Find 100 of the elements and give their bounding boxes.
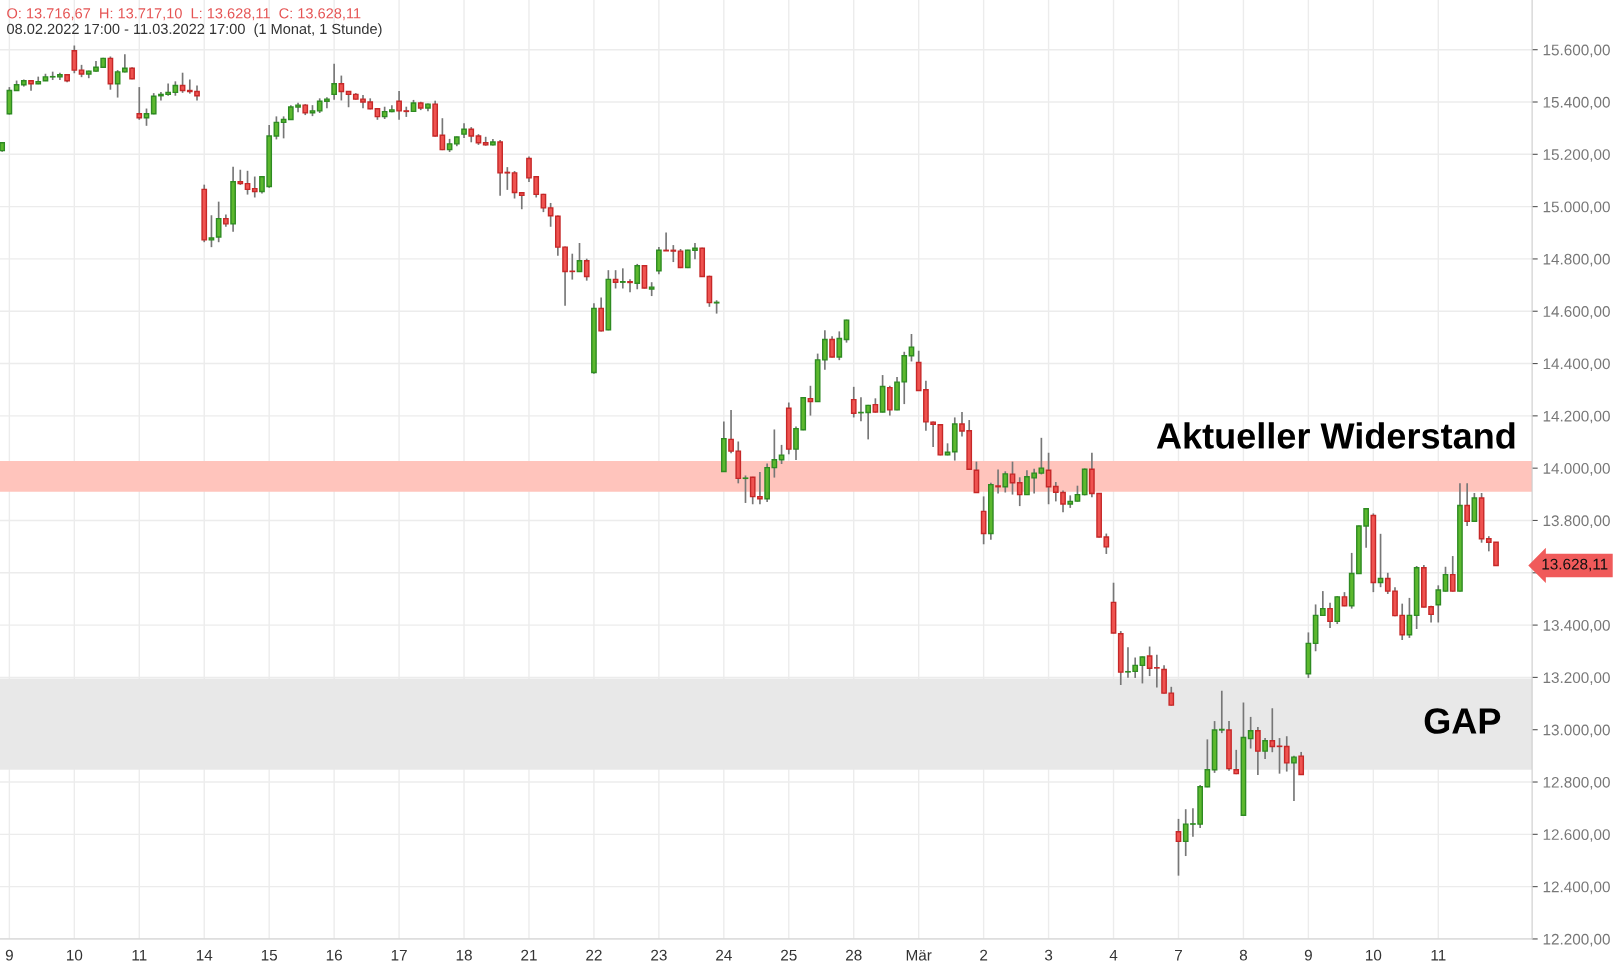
- candlestick: [886, 384, 893, 417]
- x-tick-label: 28: [846, 949, 862, 961]
- candlestick: [1319, 590, 1326, 617]
- y-tick-label: 12.200,00: [1543, 933, 1610, 947]
- candlestick: [71, 44, 78, 75]
- y-tick-label: 13.200,00: [1543, 672, 1610, 685]
- candlestick: [280, 115, 287, 140]
- x-tick-label: 2: [980, 949, 988, 961]
- candlestick: [1449, 555, 1456, 593]
- x-tick-label: 8: [1239, 949, 1248, 961]
- y-tick-label: 14.200,00: [1543, 410, 1610, 424]
- candlestick: [518, 191, 525, 211]
- candlestick: [1146, 645, 1153, 677]
- x-tick-label: 4: [1109, 949, 1118, 961]
- candlestick: [627, 278, 633, 293]
- candlestick: [1153, 653, 1160, 689]
- text: 13.628,11: [1542, 558, 1608, 572]
- candlestick: [850, 385, 857, 419]
- candlestick: [576, 242, 583, 273]
- candlestick: [1247, 716, 1254, 750]
- candlestick: [742, 474, 749, 504]
- candlestick: [1442, 565, 1449, 593]
- candlestick: [251, 175, 258, 199]
- y-tick-label: 13.000,00: [1543, 724, 1610, 738]
- x-tick-label: 16: [326, 949, 342, 961]
- x-tick-label: 24: [716, 949, 732, 961]
- candlestick: [1276, 737, 1283, 775]
- candlestick: [1255, 726, 1261, 776]
- y-tick-label: 14.000,00: [1543, 463, 1610, 476]
- candlestick: [1283, 735, 1290, 773]
- band-label: Aktueller Widerstand: [1156, 422, 1515, 449]
- chart-title: O: 13.716,67 H: 13.717,10 L: 13.628,11 C: 13.628,11: [7, 8, 361, 21]
- candlestick: [1016, 476, 1023, 507]
- x-tick-label: 25: [781, 949, 797, 961]
- candlestick: [995, 468, 1001, 495]
- candlestick: [778, 444, 785, 465]
- candlestick: [612, 269, 619, 290]
- candlestick: [829, 335, 835, 359]
- candlestick: [843, 318, 850, 344]
- candlestick: [1435, 584, 1442, 624]
- y-tick-label: 15.400,00: [1543, 96, 1610, 110]
- y-tick-label: 15.200,00: [1543, 149, 1610, 162]
- candlestick: [244, 169, 251, 196]
- candlestick: [1038, 436, 1045, 476]
- x-tick-label: 7: [1175, 949, 1182, 961]
- candlestick: [1218, 689, 1225, 734]
- x-tick-label: 17: [391, 949, 407, 961]
- candlestick: [237, 168, 244, 186]
- x-tick-label: 10: [67, 949, 83, 961]
- candlestick: [634, 263, 641, 291]
- y-tick-label: 14.400,00: [1543, 358, 1610, 372]
- x-tick-label: 22: [586, 949, 602, 961]
- y-tick-label: 13.400,00: [1543, 619, 1610, 633]
- candlestick: [331, 62, 337, 101]
- candlestick: [1291, 755, 1297, 802]
- x-tick-label: Mär: [906, 949, 932, 961]
- candlestick: [807, 384, 814, 417]
- x-tick-label: 9: [5, 949, 13, 961]
- y-tick-label: 14.600,00: [1543, 306, 1610, 319]
- candlestick: [1009, 460, 1016, 496]
- y-tick-label: 12.600,00: [1543, 829, 1610, 842]
- x-tick-label: 11: [132, 949, 147, 961]
- candlestick: [641, 264, 648, 290]
- x-tick-label: 21: [521, 949, 537, 961]
- x-tick-label: 11: [1431, 949, 1446, 961]
- candlestick: [1464, 482, 1471, 527]
- candlestick: [583, 257, 590, 282]
- y-tick-label: 15.000,00: [1543, 201, 1610, 215]
- y-tick-label: 14.800,00: [1543, 253, 1610, 267]
- x-tick-label: 23: [651, 949, 667, 961]
- candlestick: [208, 214, 215, 248]
- candlestick: [836, 330, 843, 361]
- candlestick: [1269, 707, 1276, 754]
- y-tick-label: 12.400,00: [1543, 881, 1610, 895]
- candlestick: [598, 296, 605, 333]
- x-tick-label: 10: [1366, 949, 1382, 961]
- x-tick-label: 18: [456, 949, 472, 961]
- candlestick: [619, 267, 626, 290]
- candlestick: [1327, 602, 1333, 629]
- candlestick: [656, 246, 662, 276]
- band-label: GAP: [1424, 708, 1501, 734]
- text: 08.02.2022 17:00 - 11.03.2022 17:00 (1 Monat, 1 Stunde): [7, 23, 382, 37]
- candlestick: [136, 86, 143, 121]
- candlestick: [121, 53, 128, 74]
- candlestick: [1139, 655, 1146, 685]
- candlestick: [1471, 492, 1478, 523]
- candlestick: [338, 74, 345, 102]
- x-tick-label: 3: [1044, 949, 1053, 961]
- y-tick-label: 12.800,00: [1543, 776, 1610, 790]
- x-tick-label: 9: [1304, 949, 1312, 961]
- x-tick-label: 15: [261, 949, 278, 961]
- y-tick-label: 13.800,00: [1543, 515, 1610, 528]
- candlestick: [1233, 749, 1240, 776]
- y-tick-label: 15.600,00: [1543, 44, 1610, 58]
- candlestick: [1002, 470, 1009, 494]
- candlestick: [215, 200, 222, 244]
- candlestick: [908, 333, 915, 363]
- candlestick: [1175, 818, 1182, 877]
- candlestick: [1298, 751, 1305, 776]
- x-tick-label: 14: [196, 949, 213, 961]
